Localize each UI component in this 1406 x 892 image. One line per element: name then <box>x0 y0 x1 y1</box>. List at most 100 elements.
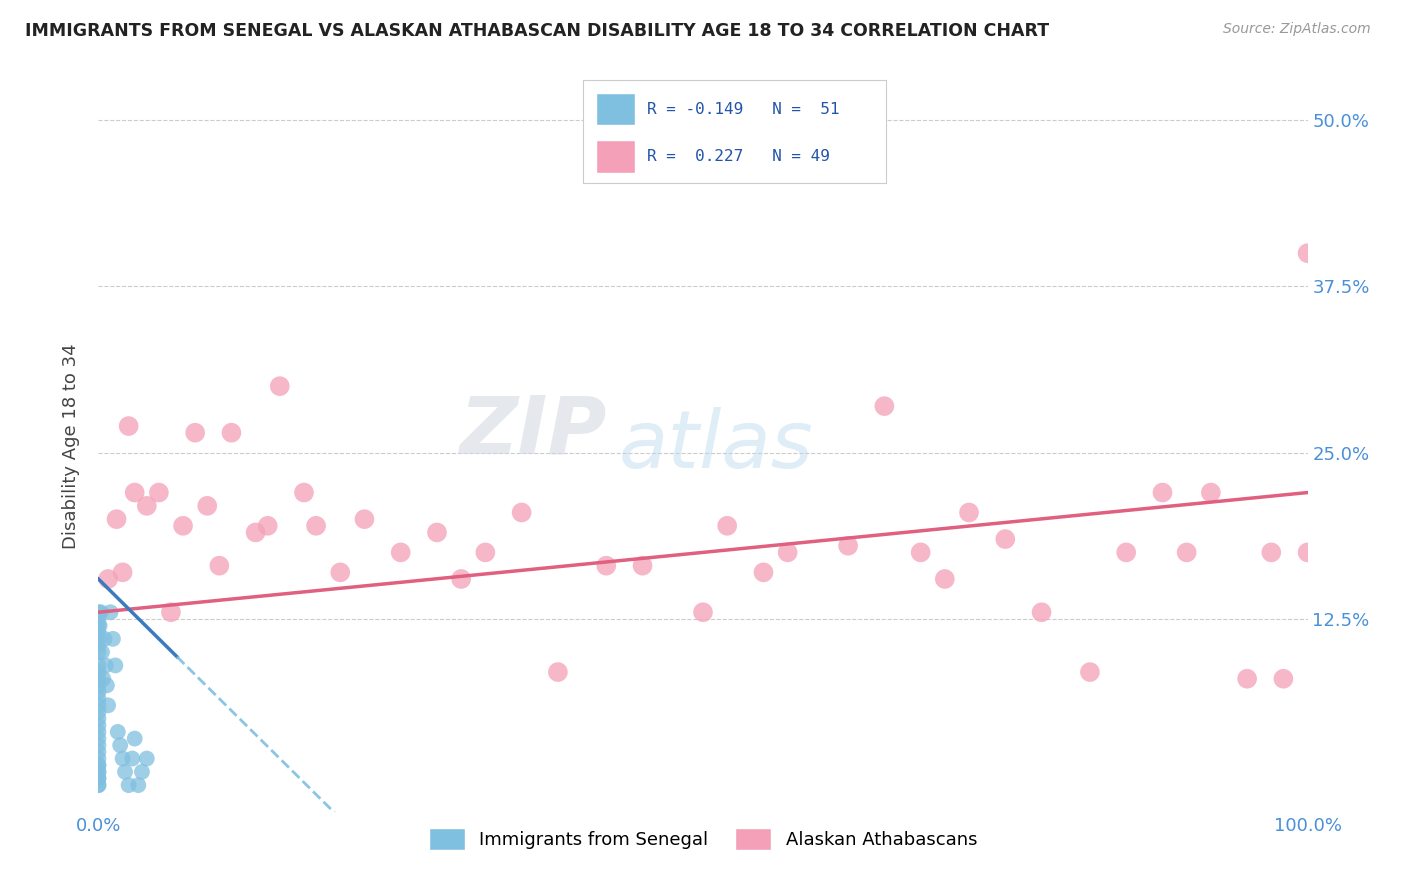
Point <box>1296 545 1319 559</box>
Point <box>305 518 328 533</box>
Point <box>87 745 110 759</box>
Point <box>148 485 170 500</box>
Point <box>692 605 714 619</box>
Point <box>87 778 110 792</box>
Point <box>101 632 124 646</box>
Point <box>87 712 110 726</box>
Point <box>87 758 110 772</box>
Point <box>87 605 110 619</box>
Point <box>994 532 1017 546</box>
Point <box>87 772 110 786</box>
Point <box>752 566 775 580</box>
Point <box>934 572 956 586</box>
Point <box>87 705 110 719</box>
Point <box>87 764 110 779</box>
Point <box>87 718 110 732</box>
FancyBboxPatch shape <box>596 93 636 126</box>
Point <box>91 672 114 686</box>
Point <box>87 678 110 692</box>
Point <box>105 512 128 526</box>
Point <box>89 618 111 632</box>
Point <box>100 605 122 619</box>
Point <box>595 558 617 573</box>
Point <box>1236 672 1258 686</box>
Text: atlas: atlas <box>619 407 813 485</box>
Point <box>131 764 153 779</box>
Point <box>87 645 110 659</box>
Y-axis label: Disability Age 18 to 34: Disability Age 18 to 34 <box>62 343 80 549</box>
Point <box>450 572 472 586</box>
Point <box>97 572 120 586</box>
Point <box>87 685 110 699</box>
Point <box>1078 665 1101 679</box>
Point <box>87 639 110 653</box>
Point <box>426 525 449 540</box>
Point <box>87 698 110 713</box>
Point <box>87 665 110 679</box>
Text: IMMIGRANTS FROM SENEGAL VS ALASKAN ATHABASCAN DISABILITY AGE 18 TO 34 CORRELATIO: IMMIGRANTS FROM SENEGAL VS ALASKAN ATHAB… <box>25 22 1049 40</box>
Point <box>510 506 533 520</box>
Point <box>1152 485 1174 500</box>
Point <box>1175 545 1198 559</box>
Point <box>111 751 134 765</box>
Point <box>776 545 799 559</box>
Point <box>87 691 110 706</box>
Point <box>389 545 412 559</box>
Point <box>87 764 110 779</box>
Point <box>910 545 932 559</box>
Point <box>87 672 110 686</box>
Point <box>1296 246 1319 260</box>
FancyBboxPatch shape <box>596 140 636 173</box>
Point <box>87 612 110 626</box>
Point <box>1260 545 1282 559</box>
Point <box>96 678 118 692</box>
Point <box>87 625 110 640</box>
Point <box>87 772 110 786</box>
Point <box>107 725 129 739</box>
Point <box>1115 545 1137 559</box>
Point <box>87 758 110 772</box>
Point <box>195 499 218 513</box>
Point <box>104 658 127 673</box>
Point <box>87 632 110 646</box>
Point <box>87 725 110 739</box>
Point <box>269 379 291 393</box>
Point <box>716 518 738 533</box>
Point <box>184 425 207 440</box>
Point <box>292 485 315 500</box>
Point <box>1199 485 1222 500</box>
Point <box>172 518 194 533</box>
Point <box>94 658 117 673</box>
Point <box>108 738 131 752</box>
Point <box>160 605 183 619</box>
Point <box>135 499 157 513</box>
Text: R =  0.227   N = 49: R = 0.227 N = 49 <box>647 149 830 164</box>
Point <box>93 632 115 646</box>
Point <box>631 558 654 573</box>
Point <box>221 425 243 440</box>
Point <box>118 419 141 434</box>
Point <box>118 778 141 792</box>
Text: Source: ZipAtlas.com: Source: ZipAtlas.com <box>1223 22 1371 37</box>
Point <box>87 618 110 632</box>
Point <box>87 738 110 752</box>
Point <box>114 764 136 779</box>
Point <box>353 512 375 526</box>
Point <box>208 558 231 573</box>
Text: ZIP: ZIP <box>458 392 606 470</box>
Point <box>87 751 110 765</box>
Point <box>124 731 146 746</box>
Point <box>547 665 569 679</box>
Point <box>256 518 278 533</box>
Point <box>329 566 352 580</box>
Point <box>90 605 112 619</box>
Point <box>135 751 157 765</box>
Point <box>1031 605 1053 619</box>
Point <box>97 698 120 713</box>
Point <box>87 658 110 673</box>
Legend: Immigrants from Senegal, Alaskan Athabascans: Immigrants from Senegal, Alaskan Athabas… <box>422 821 984 857</box>
Point <box>474 545 496 559</box>
Point <box>245 525 267 540</box>
Point <box>87 778 110 792</box>
Point <box>837 539 859 553</box>
